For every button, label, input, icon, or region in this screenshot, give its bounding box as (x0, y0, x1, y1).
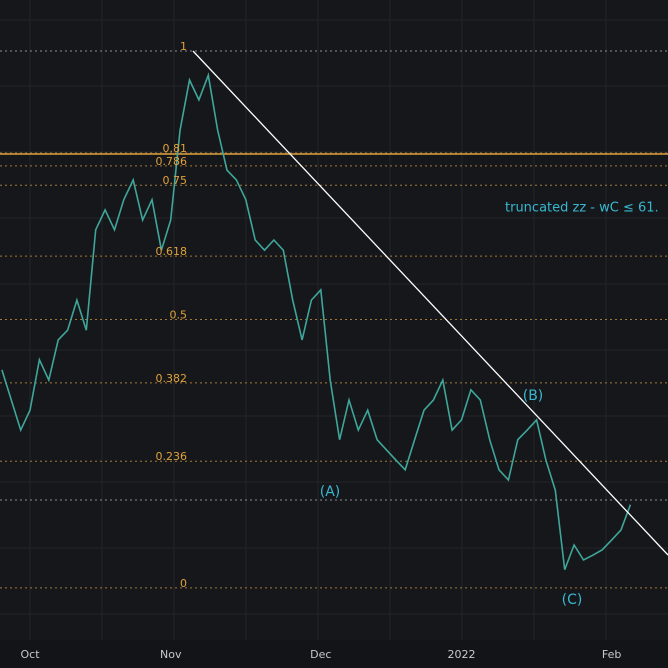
annotation: (B) (523, 388, 544, 404)
y-tick-label: 0.75 (163, 174, 188, 187)
y-tick-label: 1 (180, 40, 187, 53)
trend-line (192, 50, 668, 556)
annotation: (C) (562, 592, 583, 608)
grid (0, 0, 668, 640)
y-tick-label: 0.81 (163, 142, 188, 155)
y-tick-label: 0.5 (170, 308, 188, 321)
x-tick-label: Dec (310, 648, 331, 661)
y-tick-label: 0 (180, 577, 187, 590)
y-tick-label: 0.618 (156, 245, 188, 258)
y-tick-label: 0.236 (156, 450, 188, 463)
price-line (1, 72, 632, 570)
x-tick-label: Nov (160, 648, 182, 661)
y-tick-label: 0.382 (156, 372, 188, 385)
annotation: truncated zz - wC ≤ 61. (505, 201, 659, 216)
x-tick-label: 2022 (448, 648, 476, 661)
x-axis-area (0, 640, 668, 668)
y-tick-label: 0.786 (156, 155, 188, 168)
x-tick-label: Oct (21, 648, 41, 661)
x-tick-label: Feb (602, 648, 621, 661)
annotation: (A) (320, 484, 341, 500)
